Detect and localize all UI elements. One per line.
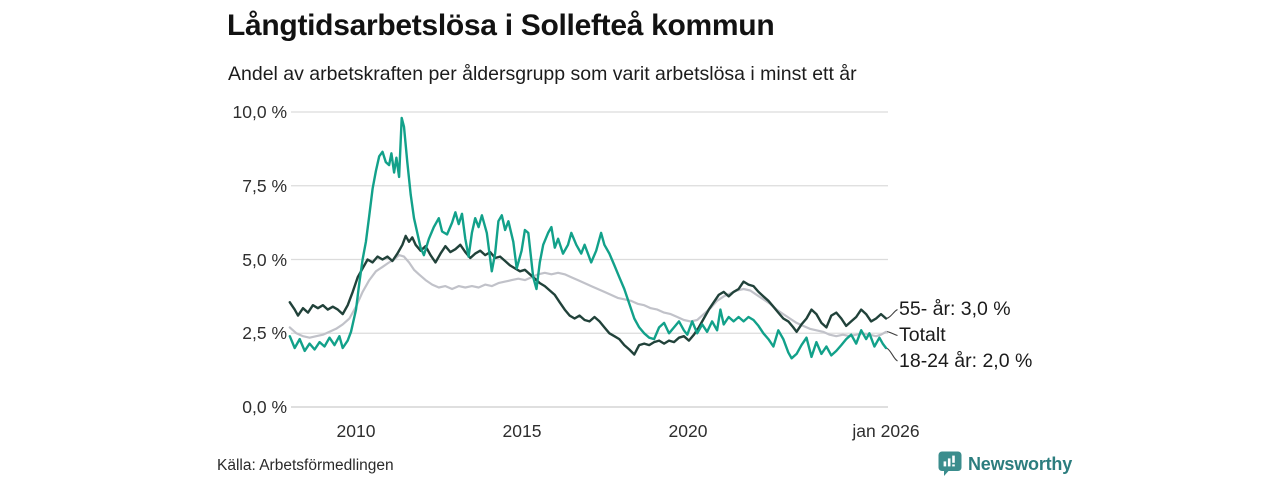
page-subtitle: Andel av arbetskraften per åldersgrupp s… bbox=[228, 63, 857, 85]
x-axis-tick-2015: 2015 bbox=[502, 421, 542, 441]
newsworthy-logo-icon bbox=[938, 451, 962, 476]
y-axis-tick-0: 0,0 % bbox=[242, 397, 287, 417]
connector-55-ar bbox=[886, 309, 898, 320]
series-line-55-ar bbox=[288, 234, 888, 356]
newsworthy-brand: Newsworthy bbox=[938, 451, 1072, 477]
series-line-totalt bbox=[288, 254, 888, 339]
series-end-label-18-24-ar: 18-24 år: 2,0 % bbox=[899, 350, 1033, 372]
series-end-label-totalt: Totalt bbox=[899, 324, 946, 346]
label-connectors bbox=[886, 309, 898, 362]
x-axis-tick-2010: 2010 bbox=[336, 421, 376, 441]
x-axis-tick-jan-2026: jan 2026 bbox=[852, 421, 920, 441]
connector-totalt bbox=[886, 330, 898, 337]
y-axis-tick-10: 10,0 % bbox=[232, 102, 287, 122]
source-note: Källa: Arbetsförmedlingen bbox=[217, 457, 394, 474]
y-axis-tick-5: 5,0 % bbox=[242, 249, 287, 270]
x-axis-tick-2020: 2020 bbox=[668, 421, 708, 441]
y-axis-tick-7-5: 7,5 % bbox=[242, 175, 287, 196]
series-line-18-24-ar bbox=[288, 116, 888, 360]
connector-18-24-ar bbox=[886, 347, 898, 362]
series-end-label-55-ar: 55- år: 3,0 % bbox=[899, 298, 1011, 320]
y-axis-tick-2-5: 2,5 % bbox=[242, 323, 287, 343]
page-title: Långtidsarbetslösa i Sollefteå kommun bbox=[227, 9, 775, 42]
newsworthy-wordmark: Newsworthy bbox=[968, 453, 1073, 474]
